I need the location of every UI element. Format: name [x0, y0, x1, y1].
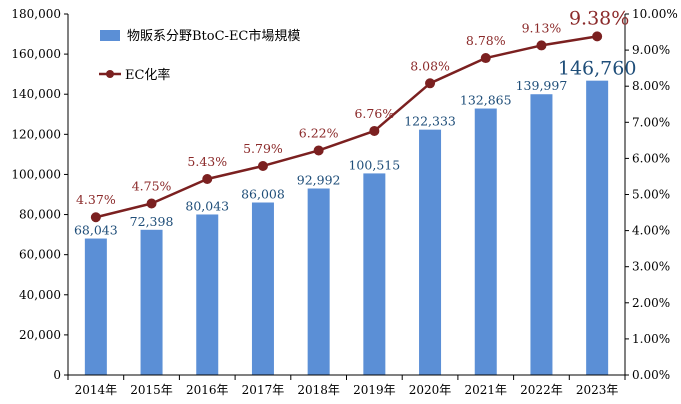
bar-value-label-0: 68,043 — [74, 223, 118, 238]
axes-layer: 0 20,000 40,000 60,000 80,000 100,000 120,000 1… — [11, 7, 677, 397]
ec-rate-point-2 — [202, 173, 213, 184]
legend: 物販系分野BtoC-EC市場規模 EC化率 — [99, 28, 300, 83]
ec-rate-label-3: 5.79% — [243, 141, 283, 156]
ec-rate-point-3 — [257, 160, 268, 171]
ec-rate-label-4: 6.22% — [299, 125, 339, 140]
bar-0 — [84, 238, 107, 375]
ec-rate-point-8 — [536, 40, 547, 51]
bar-9 — [586, 80, 609, 375]
left-tick-label: 140,000 — [11, 87, 61, 101]
ec-rate-point-5 — [369, 125, 380, 136]
ec-rate-point-7 — [480, 53, 491, 64]
left-tick-label: 100,000 — [11, 167, 61, 181]
x-tick-label: 2020年 — [409, 383, 452, 397]
ec-rate-label-8: 9.13% — [522, 20, 562, 35]
right-tick-label: 3.00% — [632, 260, 670, 274]
bar-5 — [363, 173, 386, 375]
bar-value-label-5: 100,515 — [348, 157, 400, 172]
x-tick-label: 2014年 — [75, 383, 118, 397]
x-tick-label: 2023年 — [576, 383, 619, 397]
bar-7 — [474, 108, 497, 375]
right-tick-label: 6.00% — [632, 151, 670, 165]
bar-2 — [196, 214, 219, 375]
bar-1 — [140, 229, 163, 375]
bar-6 — [419, 129, 442, 375]
ec-rate-label-1: 4.75% — [132, 179, 172, 194]
legend-line-marker — [106, 70, 114, 78]
bar-value-label-8: 139,997 — [516, 78, 568, 93]
x-tick-label: 2018年 — [297, 383, 340, 397]
bar-value-label-4: 92,992 — [297, 172, 341, 187]
ec-rate-label-7: 8.78% — [466, 33, 506, 48]
bar-value-label-6: 122,333 — [404, 114, 456, 129]
right-tick-label: 7.00% — [632, 115, 670, 129]
left-tick-label: 40,000 — [19, 288, 61, 302]
x-tick-label: 2015年 — [130, 383, 173, 397]
ec-rate-label-2: 5.43% — [187, 154, 227, 169]
ec-rate-point-9 — [592, 31, 603, 42]
ec-rate-line — [95, 35, 598, 219]
right-tick-label: 2.00% — [632, 296, 670, 310]
x-tick-label: 2019年 — [353, 383, 396, 397]
x-tick-label: 2016年 — [186, 383, 229, 397]
ec-rate-label-5: 6.76% — [354, 106, 394, 121]
left-tick-label: 0 — [53, 368, 61, 382]
line-layer — [90, 31, 603, 223]
left-tick-label: 180,000 — [11, 7, 61, 21]
left-tick-label: 60,000 — [19, 248, 61, 262]
bar-value-label-7: 132,865 — [460, 93, 512, 108]
right-tick-label: 1.00% — [632, 332, 670, 346]
right-tick-label: 8.00% — [632, 79, 670, 93]
ec-rate-label-6: 8.08% — [410, 58, 450, 73]
bar-value-label-2: 80,043 — [185, 198, 229, 213]
left-tick-label: 120,000 — [11, 127, 61, 141]
ec-rate-point-4 — [313, 145, 324, 156]
bar-3 — [251, 202, 274, 375]
bar-value-label-1: 72,398 — [130, 214, 174, 229]
bar-4 — [307, 188, 330, 375]
labels-layer: 68,043 72,398 80,043 86,008 92,992 100,515 122… — [74, 7, 636, 237]
ec-rate-point-6 — [425, 78, 436, 89]
ec-rate-point-0 — [90, 212, 101, 223]
left-tick-label: 80,000 — [19, 208, 61, 222]
x-tick-label: 2017年 — [242, 383, 285, 397]
left-tick-label: 160,000 — [11, 47, 61, 61]
right-tick-label: 4.00% — [632, 224, 670, 238]
right-tick-label: 0.00% — [632, 368, 670, 382]
bars-layer — [84, 80, 609, 375]
ec-rate-label-9: 9.38% — [569, 7, 629, 29]
bar-value-label-9: 146,760 — [558, 58, 637, 80]
x-tick-label: 2022年 — [520, 383, 563, 397]
legend-bar-label: 物販系分野BtoC-EC市場規模 — [127, 28, 300, 44]
bar-8 — [530, 94, 553, 375]
ec-rate-point-1 — [146, 198, 157, 209]
right-tick-label: 9.00% — [632, 43, 670, 57]
left-tick-label: 20,000 — [19, 328, 61, 342]
right-tick-label: 10.00% — [632, 7, 678, 21]
bar-value-label-3: 86,008 — [241, 187, 285, 202]
right-tick-label: 5.00% — [632, 188, 670, 202]
x-tick-label: 2021年 — [464, 383, 507, 397]
legend-line-label: EC化率 — [125, 67, 170, 83]
ec-rate-label-0: 4.37% — [76, 192, 116, 207]
legend-bar-swatch — [100, 30, 120, 41]
